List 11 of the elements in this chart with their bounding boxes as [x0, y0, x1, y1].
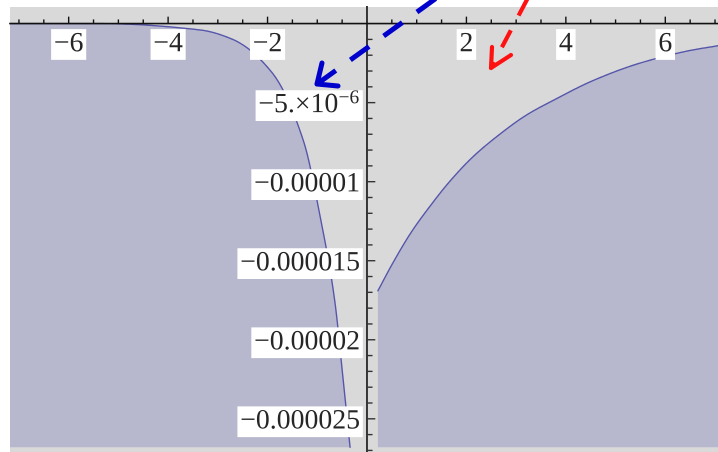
x-tick-label: −4 [154, 32, 182, 52]
x-tick-label: 6 [660, 32, 672, 52]
y-tick-label: −0.00002 [255, 330, 359, 350]
y-tick-label: −5.×10$^{−6}$ [260, 90, 359, 113]
x-tick-label: −6 [55, 32, 83, 52]
x-tick-label: 2 [460, 32, 472, 52]
y-tick-label: −0.000025 [242, 410, 359, 429]
x-tick-label: 4 [559, 32, 572, 52]
y-tick-label: −0.000015 [242, 252, 359, 271]
y-tick-label: −0.00001 [255, 172, 358, 192]
x-tick-label: −2 [254, 32, 281, 52]
